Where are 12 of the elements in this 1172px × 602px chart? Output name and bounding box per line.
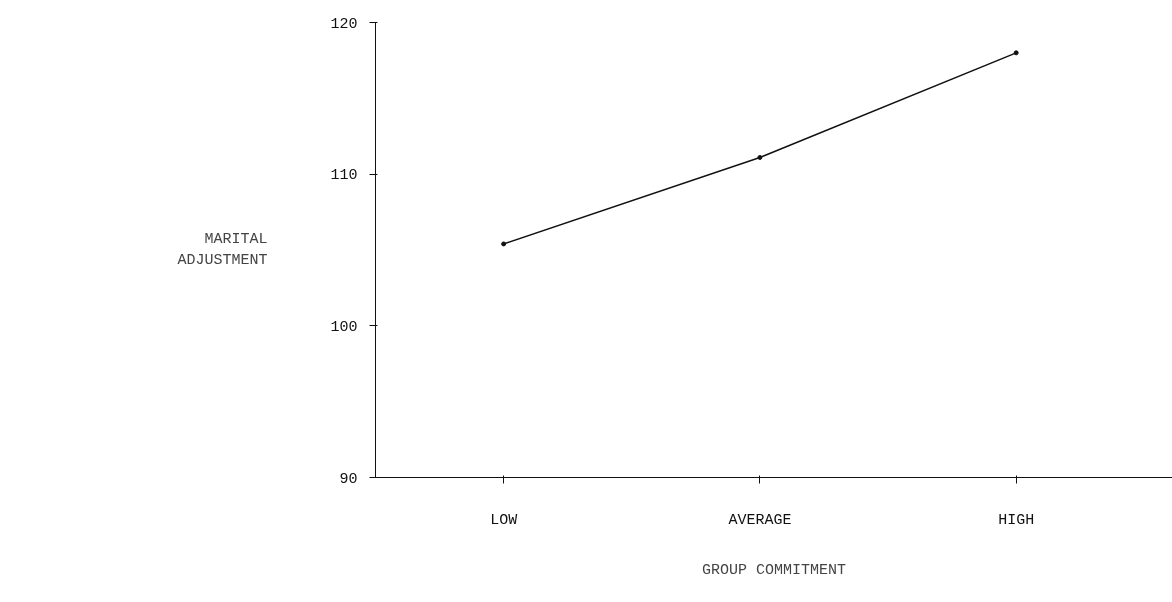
- point: [501, 241, 507, 247]
- point: [1013, 50, 1019, 56]
- x-tick-label: HIGH: [998, 511, 1035, 529]
- y-tick-label: 120: [330, 15, 358, 33]
- x-tick-label: LOW: [490, 511, 518, 529]
- x-tick-label: AVERAGE: [728, 511, 792, 529]
- y-axis-title: MARITAL ADJUSTMENT: [177, 231, 268, 269]
- point: [757, 154, 763, 160]
- y-tick-label: 100: [330, 318, 358, 336]
- y-tick-label: 110: [330, 167, 358, 185]
- x-axis-title: GROUP COMMITMENT: [701, 561, 847, 579]
- y-tick-label: 90: [339, 470, 358, 488]
